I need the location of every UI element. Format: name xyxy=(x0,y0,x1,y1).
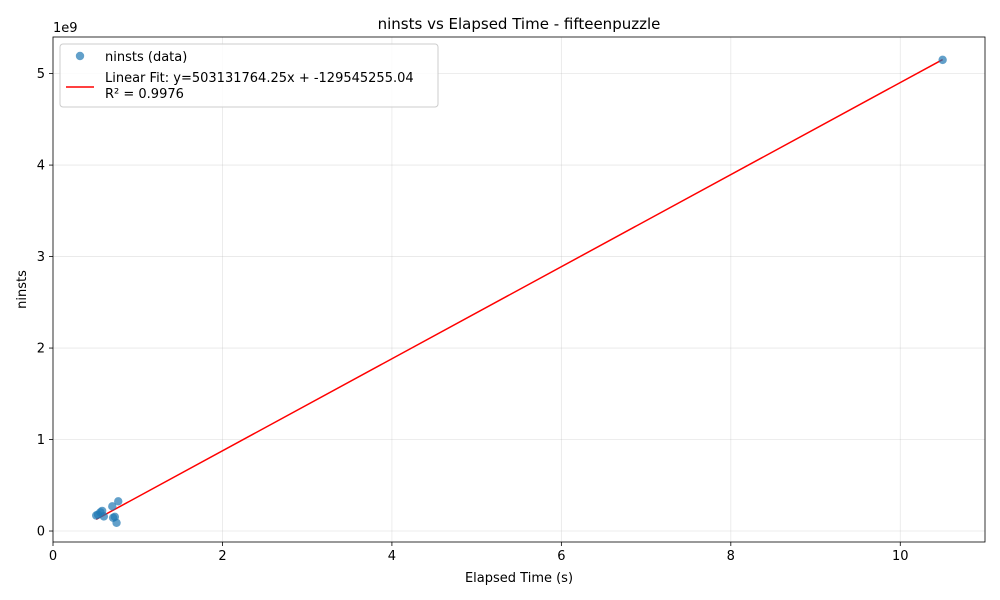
y-tick-label: 3 xyxy=(37,250,45,265)
y-tick-label: 2 xyxy=(37,342,45,357)
fit-line xyxy=(95,58,943,521)
y-tick-label: 4 xyxy=(37,159,45,174)
legend-entry-fit-r2: R² = 0.9976 xyxy=(105,87,184,102)
data-point xyxy=(112,518,121,527)
plot-frame xyxy=(52,36,986,543)
y-axis-offset-label: 1e9 xyxy=(53,21,78,36)
legend-marker-data xyxy=(75,51,85,61)
data-point xyxy=(99,512,109,521)
chart-title: ninsts vs Elapsed Time - fifteenpuzzle xyxy=(378,15,661,33)
legend-box xyxy=(59,43,439,108)
fit-line-layer xyxy=(95,58,943,521)
data-point xyxy=(114,497,123,506)
y-tick-label: 0 xyxy=(37,525,45,540)
x-axis-label: Elapsed Time (s) xyxy=(465,571,573,586)
legend-entry-fit: Linear Fit: y=503131764.25x + -129545255… xyxy=(105,71,414,86)
x-tick-label: 6 xyxy=(557,549,565,564)
x-tick-label: 2 xyxy=(218,549,226,564)
data-point xyxy=(938,55,947,65)
x-tick-label: 8 xyxy=(727,549,735,564)
x-tick-label: 0 xyxy=(49,549,57,564)
y-tick-label: 1 xyxy=(37,433,45,448)
legend-entry-data: ninsts (data) xyxy=(105,50,187,65)
x-tick-label: 4 xyxy=(388,549,396,564)
y-tick-label: 5 xyxy=(37,67,45,82)
x-tick-label: 10 xyxy=(892,549,909,564)
legend: ninsts (data) Linear Fit: y=503131764.25… xyxy=(59,43,439,108)
data-point xyxy=(108,502,117,511)
x-axis-ticks: 0 2 4 6 8 10 xyxy=(49,542,909,564)
y-axis-label: ninsts xyxy=(15,270,30,309)
data-points-layer xyxy=(92,55,947,527)
y-axis-ticks: 0 1 2 3 4 5 xyxy=(37,67,53,540)
